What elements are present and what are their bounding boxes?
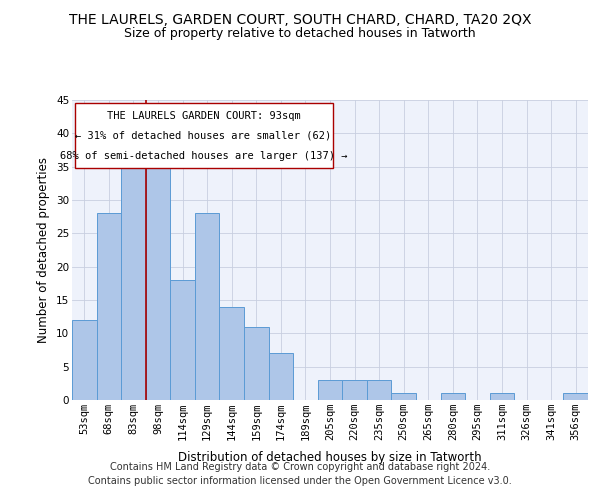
Bar (490, 394, 514, 400)
Bar (269, 354, 293, 400)
Y-axis label: Number of detached properties: Number of detached properties (37, 157, 50, 343)
Text: THE LAURELS, GARDEN COURT, SOUTH CHARD, CHARD, TA20 2QX: THE LAURELS, GARDEN COURT, SOUTH CHARD, … (69, 12, 531, 26)
Text: Distribution of detached houses by size in Tatworth: Distribution of detached houses by size … (178, 451, 482, 464)
Bar (318, 380, 342, 400)
Text: Contains HM Land Registry data © Crown copyright and database right 2024.
Contai: Contains HM Land Registry data © Crown c… (88, 462, 512, 486)
Bar (342, 380, 367, 400)
Text: ← 31% of detached houses are smaller (62): ← 31% of detached houses are smaller (62… (76, 130, 332, 140)
Text: THE LAURELS GARDEN COURT: 93sqm: THE LAURELS GARDEN COURT: 93sqm (107, 111, 301, 121)
Bar (195, 214, 220, 400)
Bar (72, 320, 97, 400)
Text: Size of property relative to detached houses in Tatworth: Size of property relative to detached ho… (124, 28, 476, 40)
FancyBboxPatch shape (74, 103, 332, 168)
Bar (220, 306, 244, 400)
Bar (367, 380, 391, 400)
Bar (97, 214, 121, 400)
Text: 68% of semi-detached houses are larger (137) →: 68% of semi-detached houses are larger (… (60, 151, 347, 161)
Bar (121, 154, 146, 400)
Bar (563, 394, 588, 400)
Bar (391, 394, 416, 400)
Bar (146, 154, 170, 400)
Bar (244, 326, 269, 400)
Bar (440, 394, 465, 400)
Bar (170, 280, 195, 400)
